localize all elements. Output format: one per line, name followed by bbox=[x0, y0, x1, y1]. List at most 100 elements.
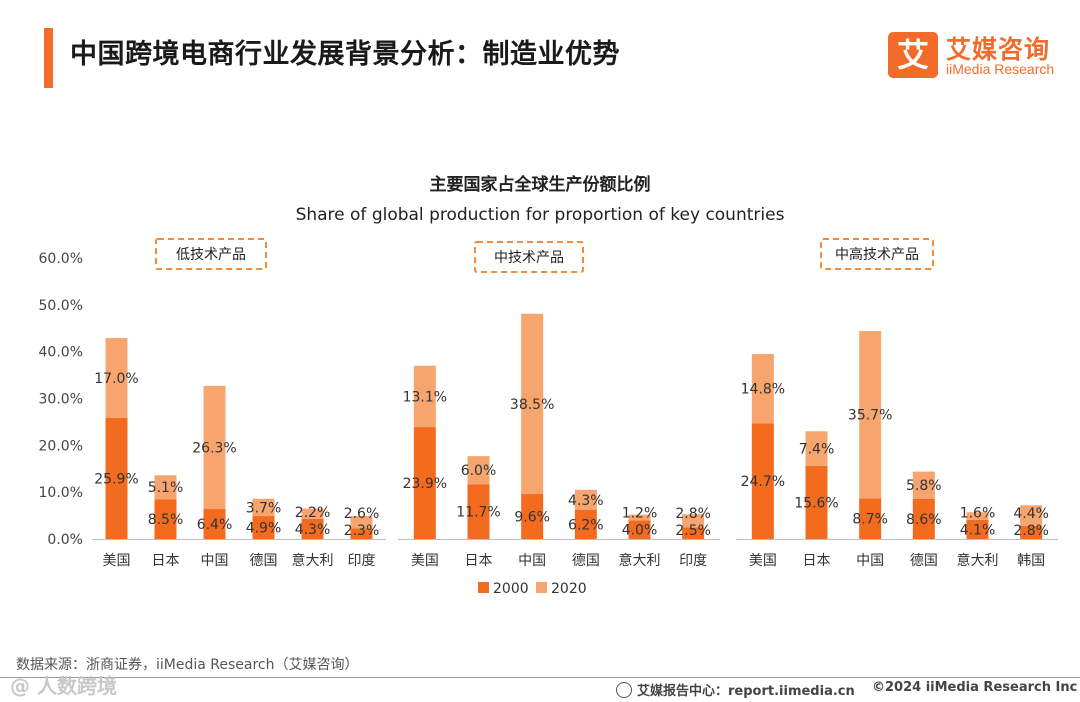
bar-2020 bbox=[1020, 505, 1043, 526]
bar-2020 bbox=[413, 365, 436, 428]
x-tick-label: 意大利 bbox=[292, 552, 334, 569]
data-label-2020: 2.6% bbox=[344, 506, 380, 522]
iimedia-logo-icon: 艾 bbox=[888, 32, 938, 78]
bar-2020 bbox=[966, 512, 989, 520]
group-label: 低技术产品 bbox=[176, 247, 246, 263]
bar-2000 bbox=[252, 516, 275, 539]
y-tick-label: 40.0% bbox=[39, 345, 83, 361]
y-tick-label: 30.0% bbox=[39, 392, 83, 408]
bar-2020 bbox=[574, 489, 597, 510]
data-label-2000: 15.6% bbox=[794, 495, 838, 511]
data-label-2020: 4.4% bbox=[1013, 506, 1049, 522]
data-label-2000: 2.5% bbox=[675, 523, 711, 539]
data-source: 数据来源：浙商证券，iiMedia Research（艾媒咨询） bbox=[16, 657, 359, 673]
page-title: 中国跨境电商行业发展背景分析：制造业优势 bbox=[70, 39, 620, 70]
x-tick-label: 印度 bbox=[679, 553, 707, 569]
bar-2000 bbox=[301, 518, 324, 539]
y-tick-label: 0.0% bbox=[47, 532, 83, 548]
bar-2020 bbox=[105, 338, 128, 418]
data-label-2020: 5.8% bbox=[906, 478, 942, 494]
data-label-2000: 8.6% bbox=[906, 512, 942, 528]
group-label-box bbox=[820, 238, 934, 270]
data-label-2020: 6.0% bbox=[461, 463, 497, 479]
bar-2020 bbox=[252, 498, 275, 517]
bar-2000 bbox=[350, 528, 373, 539]
x-tick-label: 中国 bbox=[201, 553, 229, 569]
bar-2000 bbox=[1020, 525, 1043, 539]
data-label-2000: 4.0% bbox=[622, 523, 658, 539]
bar-2020 bbox=[912, 471, 935, 499]
x-tick-label: 德国 bbox=[910, 553, 938, 569]
bar-2000 bbox=[966, 519, 989, 539]
data-label-2020: 14.8% bbox=[741, 382, 785, 398]
x-tick-label: 日本 bbox=[803, 553, 831, 569]
x-tick-label: 美国 bbox=[103, 553, 131, 569]
data-label-2020: 17.0% bbox=[94, 371, 138, 387]
bar-2020 bbox=[350, 516, 373, 529]
data-label-2000: 8.7% bbox=[852, 512, 888, 528]
bar-2000 bbox=[574, 509, 597, 539]
bar-2020 bbox=[467, 456, 490, 485]
data-label-2020: 1.2% bbox=[622, 506, 658, 522]
data-label-2020: 26.3% bbox=[192, 440, 236, 456]
globe-icon bbox=[616, 682, 632, 698]
bar-2020 bbox=[154, 475, 177, 500]
bar-2000 bbox=[413, 427, 436, 539]
x-tick-label: 德国 bbox=[572, 553, 600, 569]
data-label-2000: 23.9% bbox=[403, 476, 447, 492]
bar-2000 bbox=[521, 494, 544, 539]
data-label-2020: 3.7% bbox=[246, 500, 282, 516]
group-label-box bbox=[155, 238, 267, 270]
x-tick-label: 韩国 bbox=[1017, 553, 1045, 569]
legend-swatch-2000 bbox=[478, 582, 489, 593]
bar-2000 bbox=[859, 498, 882, 539]
data-label-2020: 1.6% bbox=[960, 505, 996, 521]
bar-2000 bbox=[805, 465, 828, 539]
y-tick-label: 60.0% bbox=[39, 251, 83, 267]
bar-2020 bbox=[682, 514, 705, 528]
stacked-bar-chart: 0.0% 10.0% 20.0% 30.0% 40.0% 50.0% 60.0% 低技术产品 2… bbox=[39, 238, 1058, 597]
bar-2020 bbox=[203, 385, 226, 510]
bar-2000 bbox=[467, 484, 490, 539]
data-label-2020: 38.5% bbox=[510, 397, 554, 413]
data-label-2020: 35.7% bbox=[848, 408, 892, 424]
bar-2020 bbox=[751, 354, 774, 424]
x-tick-label: 意大利 bbox=[957, 552, 999, 569]
footer-website: 艾媒报告中心：report.iimedia.cn bbox=[616, 680, 855, 699]
data-label-2000: 4.3% bbox=[295, 522, 331, 538]
bar-2000 bbox=[912, 498, 935, 539]
bar-2000 bbox=[628, 520, 651, 539]
data-label-2000: 25.9% bbox=[94, 471, 138, 487]
bar-2000 bbox=[682, 527, 705, 539]
chart-title: 主要国家占全球生产份额比例 bbox=[429, 175, 651, 195]
bar-2020 bbox=[521, 313, 544, 495]
bar-2020 bbox=[805, 431, 828, 466]
y-tick-label: 20.0% bbox=[39, 438, 83, 454]
group-label-box bbox=[474, 241, 584, 273]
data-label-2000: 8.5% bbox=[148, 512, 184, 528]
data-label-2000: 11.7% bbox=[456, 505, 500, 521]
bar-2000 bbox=[751, 423, 774, 539]
group-label: 中技术产品 bbox=[494, 250, 564, 266]
x-tick-label: 印度 bbox=[348, 553, 376, 569]
data-label-2000: 4.9% bbox=[246, 521, 282, 537]
legend-label-2020: 2020 bbox=[551, 581, 587, 597]
logo-text-cn: 艾媒咨询 bbox=[946, 35, 1051, 64]
bar-2020 bbox=[628, 514, 651, 521]
watermark: @ 人数跨境 bbox=[10, 674, 117, 698]
x-tick-label: 日本 bbox=[465, 553, 493, 569]
chart-subtitle: Share of global production for proportio… bbox=[295, 205, 785, 225]
x-tick-label: 美国 bbox=[411, 553, 439, 569]
data-label-2020: 2.8% bbox=[675, 506, 711, 522]
y-tick-label: 10.0% bbox=[39, 485, 83, 501]
data-label-2000: 6.4% bbox=[197, 517, 233, 533]
data-label-2020: 2.2% bbox=[295, 505, 331, 521]
data-label-2020: 4.3% bbox=[568, 493, 604, 509]
data-label-2000: 4.1% bbox=[960, 522, 996, 538]
data-label-2000: 24.7% bbox=[741, 474, 785, 490]
data-label-2020: 13.1% bbox=[403, 389, 447, 405]
bar-2000 bbox=[203, 509, 226, 539]
logo-text-en: iiMedia Research bbox=[946, 61, 1055, 77]
x-tick-label: 美国 bbox=[749, 553, 777, 569]
footer-copyright: ©2024 iiMedia Research Inc bbox=[872, 680, 1078, 695]
